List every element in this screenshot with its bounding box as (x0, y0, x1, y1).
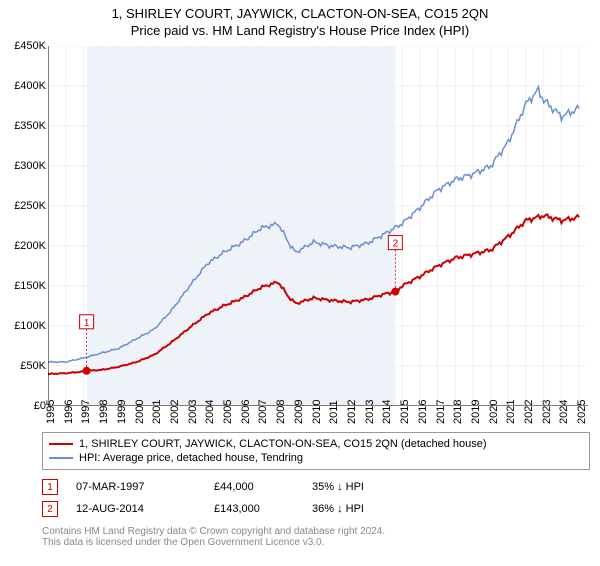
sale-row: 2 12-AUG-2014 £143,000 36% ↓ HPI (42, 498, 590, 520)
chart-title: 1, SHIRLEY COURT, JAYWICK, CLACTON-ON-SE… (0, 6, 600, 21)
y-tick-label: £200K (14, 240, 46, 252)
sale-price: £44,000 (214, 481, 294, 493)
x-tick-label: 2015 (399, 400, 411, 424)
sale-hpi-delta: 35% ↓ HPI (312, 481, 412, 493)
legend-row: 1, SHIRLEY COURT, JAYWICK, CLACTON-ON-SE… (49, 437, 583, 451)
x-tick-label: 1996 (63, 400, 75, 424)
x-tick-label: 2014 (381, 400, 393, 424)
legend-swatch (49, 443, 73, 445)
x-tick-label: 1997 (80, 400, 92, 424)
x-tick-label: 2019 (470, 400, 482, 424)
x-tick-label: 2001 (151, 400, 163, 424)
x-tick-label: 2006 (240, 400, 252, 424)
sale-date: 12-AUG-2014 (76, 503, 196, 515)
x-tick-label: 2016 (417, 400, 429, 424)
x-tick-label: 2018 (452, 400, 464, 424)
sale-price: £143,000 (214, 503, 294, 515)
line-chart: 12 (48, 46, 588, 406)
y-tick-label: £450K (14, 40, 46, 52)
sale-row: 1 07-MAR-1997 £44,000 35% ↓ HPI (42, 476, 590, 498)
x-tick-label: 1998 (98, 400, 110, 424)
x-tick-label: 2008 (275, 400, 287, 424)
x-tick-label: 2023 (541, 400, 553, 424)
x-tick-label: 2025 (576, 400, 588, 424)
chart-subtitle: Price paid vs. HM Land Registry's House … (0, 23, 600, 38)
y-tick-label: £150K (14, 280, 46, 292)
x-tick-label: 2022 (523, 400, 535, 424)
x-tick-label: 2017 (435, 400, 447, 424)
sale-date: 07-MAR-1997 (76, 481, 196, 493)
legend-row: HPI: Average price, detached house, Tend… (49, 451, 583, 465)
x-tick-label: 2003 (187, 400, 199, 424)
x-tick-label: 2005 (222, 400, 234, 424)
x-tick-label: 2007 (257, 400, 269, 424)
svg-text:1: 1 (84, 318, 90, 329)
y-tick-label: £100K (14, 320, 46, 332)
y-tick-label: £300K (14, 160, 46, 172)
sale-marker-badge: 2 (42, 501, 58, 517)
y-tick-label: £50K (20, 360, 46, 372)
x-tick-label: 2011 (328, 400, 340, 424)
sale-hpi-delta: 36% ↓ HPI (312, 503, 412, 515)
x-tick-label: 1995 (45, 400, 57, 424)
y-tick-label: £350K (14, 120, 46, 132)
sale-marker-badge: 1 (42, 479, 58, 495)
x-tick-label: 2000 (134, 400, 146, 424)
x-tick-label: 2004 (204, 400, 216, 424)
x-tick-label: 2002 (169, 400, 181, 424)
x-tick-label: 2024 (558, 400, 570, 424)
legend-swatch (49, 457, 73, 459)
footer-line: Contains HM Land Registry data © Crown c… (42, 526, 590, 537)
y-tick-label: £250K (14, 200, 46, 212)
legend-label: HPI: Average price, detached house, Tend… (79, 452, 303, 464)
chart-area: 12 £0£50K£100K£150K£200K£250K£300K£350K£… (48, 46, 590, 426)
x-tick-label: 2021 (505, 400, 517, 424)
legend: 1, SHIRLEY COURT, JAYWICK, CLACTON-ON-SE… (42, 432, 590, 470)
svg-text:2: 2 (393, 239, 399, 250)
sales-table: 1 07-MAR-1997 £44,000 35% ↓ HPI 2 12-AUG-2014… (42, 476, 590, 520)
x-tick-label: 2020 (488, 400, 500, 424)
x-tick-label: 2010 (311, 400, 323, 424)
x-tick-label: 2012 (346, 400, 358, 424)
legend-label: 1, SHIRLEY COURT, JAYWICK, CLACTON-ON-SE… (79, 438, 487, 450)
x-tick-label: 2013 (364, 400, 376, 424)
x-tick-label: 1999 (116, 400, 128, 424)
x-tick-label: 2009 (293, 400, 305, 424)
y-tick-label: £400K (14, 80, 46, 92)
footer-line: This data is licensed under the Open Gov… (42, 537, 590, 548)
footer-attribution: Contains HM Land Registry data © Crown c… (42, 526, 590, 548)
